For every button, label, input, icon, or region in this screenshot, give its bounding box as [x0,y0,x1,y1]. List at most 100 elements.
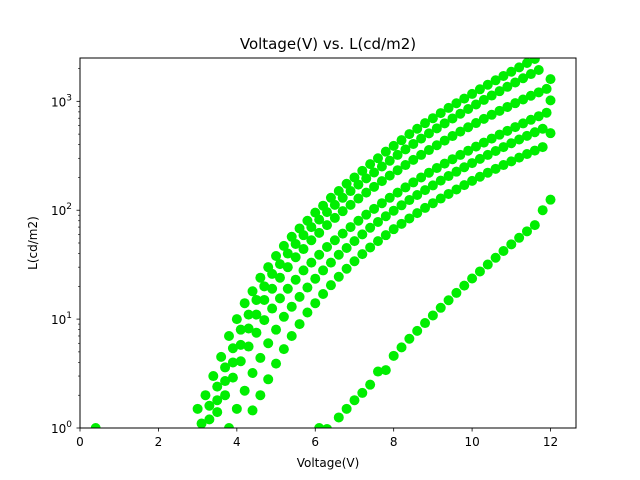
data-point [416,149,427,160]
data-point [255,272,266,283]
data-point [471,99,482,110]
data-point [451,287,462,298]
data-point [376,176,387,187]
data-point [247,405,258,416]
data-point [537,123,548,134]
data-point [255,390,266,401]
data-point [274,293,285,304]
data-point [400,160,411,171]
data-point [361,187,372,198]
data-point [486,109,497,120]
data-point [525,114,536,125]
data-point [271,250,282,261]
data-point [467,88,478,99]
data-point [471,141,482,152]
data-point [431,140,442,151]
data-point [212,395,223,406]
data-point [498,246,509,257]
data-point [478,94,489,105]
data-point [365,159,376,170]
data-point [474,266,485,277]
data-point [239,385,250,396]
data-point [212,381,223,392]
data-point [427,113,438,124]
data-point [227,357,238,368]
data-point [404,129,415,140]
data-point [329,235,340,246]
data-point [357,165,368,176]
data-point [322,207,333,218]
data-point [412,189,423,200]
data-point [314,227,325,238]
y-axis: 100 101 102 103 [51,68,80,436]
data-point [282,248,293,259]
data-point [427,310,438,321]
data-point [408,154,419,165]
data-point [490,75,501,86]
data-point [463,122,474,133]
data-point [384,155,395,166]
x-tick-label: 2 [155,435,163,449]
data-point [204,400,215,411]
data-point [235,339,246,350]
data-point [306,235,317,246]
data-point [361,173,372,184]
data-point [439,118,450,129]
data-point [443,188,454,199]
data-point [510,77,521,88]
data-point [525,69,536,80]
y-tick-label: 103 [51,93,72,109]
data-point [369,203,380,214]
data-point [423,167,434,178]
data-point [439,158,450,169]
data-point [400,144,411,155]
data-point [318,265,329,276]
data-point [396,135,407,146]
data-point [365,242,376,253]
data-point [255,352,266,363]
x-tick-label: 6 [311,435,319,449]
data-point [545,128,556,139]
data-point [514,232,525,243]
data-point [345,222,356,233]
data-point [482,167,493,178]
data-point [259,315,270,326]
data-point [278,240,289,251]
data-point [396,218,407,229]
data-point [467,158,478,169]
data-point [282,283,293,294]
data-point [490,252,501,263]
data-point [278,311,289,322]
data-point [357,387,368,398]
y-tick-label: 102 [51,202,72,218]
data-point [412,325,423,336]
data-point [447,113,458,124]
data-point [486,90,497,101]
data-point [259,281,270,292]
data-point [471,118,482,129]
data-point [396,342,407,353]
data-point [353,179,364,190]
data-point [400,182,411,193]
data-point [423,128,434,139]
data-point [474,171,485,182]
data-point [380,230,391,241]
data-point [224,330,234,341]
x-tick-label: 10 [464,435,479,449]
data-point [482,259,493,270]
data-point [349,236,360,247]
data-point [263,338,274,349]
data-point [322,423,332,428]
data-point [451,184,462,195]
data-point [251,327,262,338]
data-point [423,145,434,156]
data-point [376,198,387,209]
data-point [341,263,352,274]
data-point [435,302,446,313]
data-point [482,149,493,160]
data-point [337,206,348,217]
x-axis: 0 2 4 6 8 10 12 [76,428,558,449]
data-point [443,171,454,182]
data-point [451,98,462,109]
